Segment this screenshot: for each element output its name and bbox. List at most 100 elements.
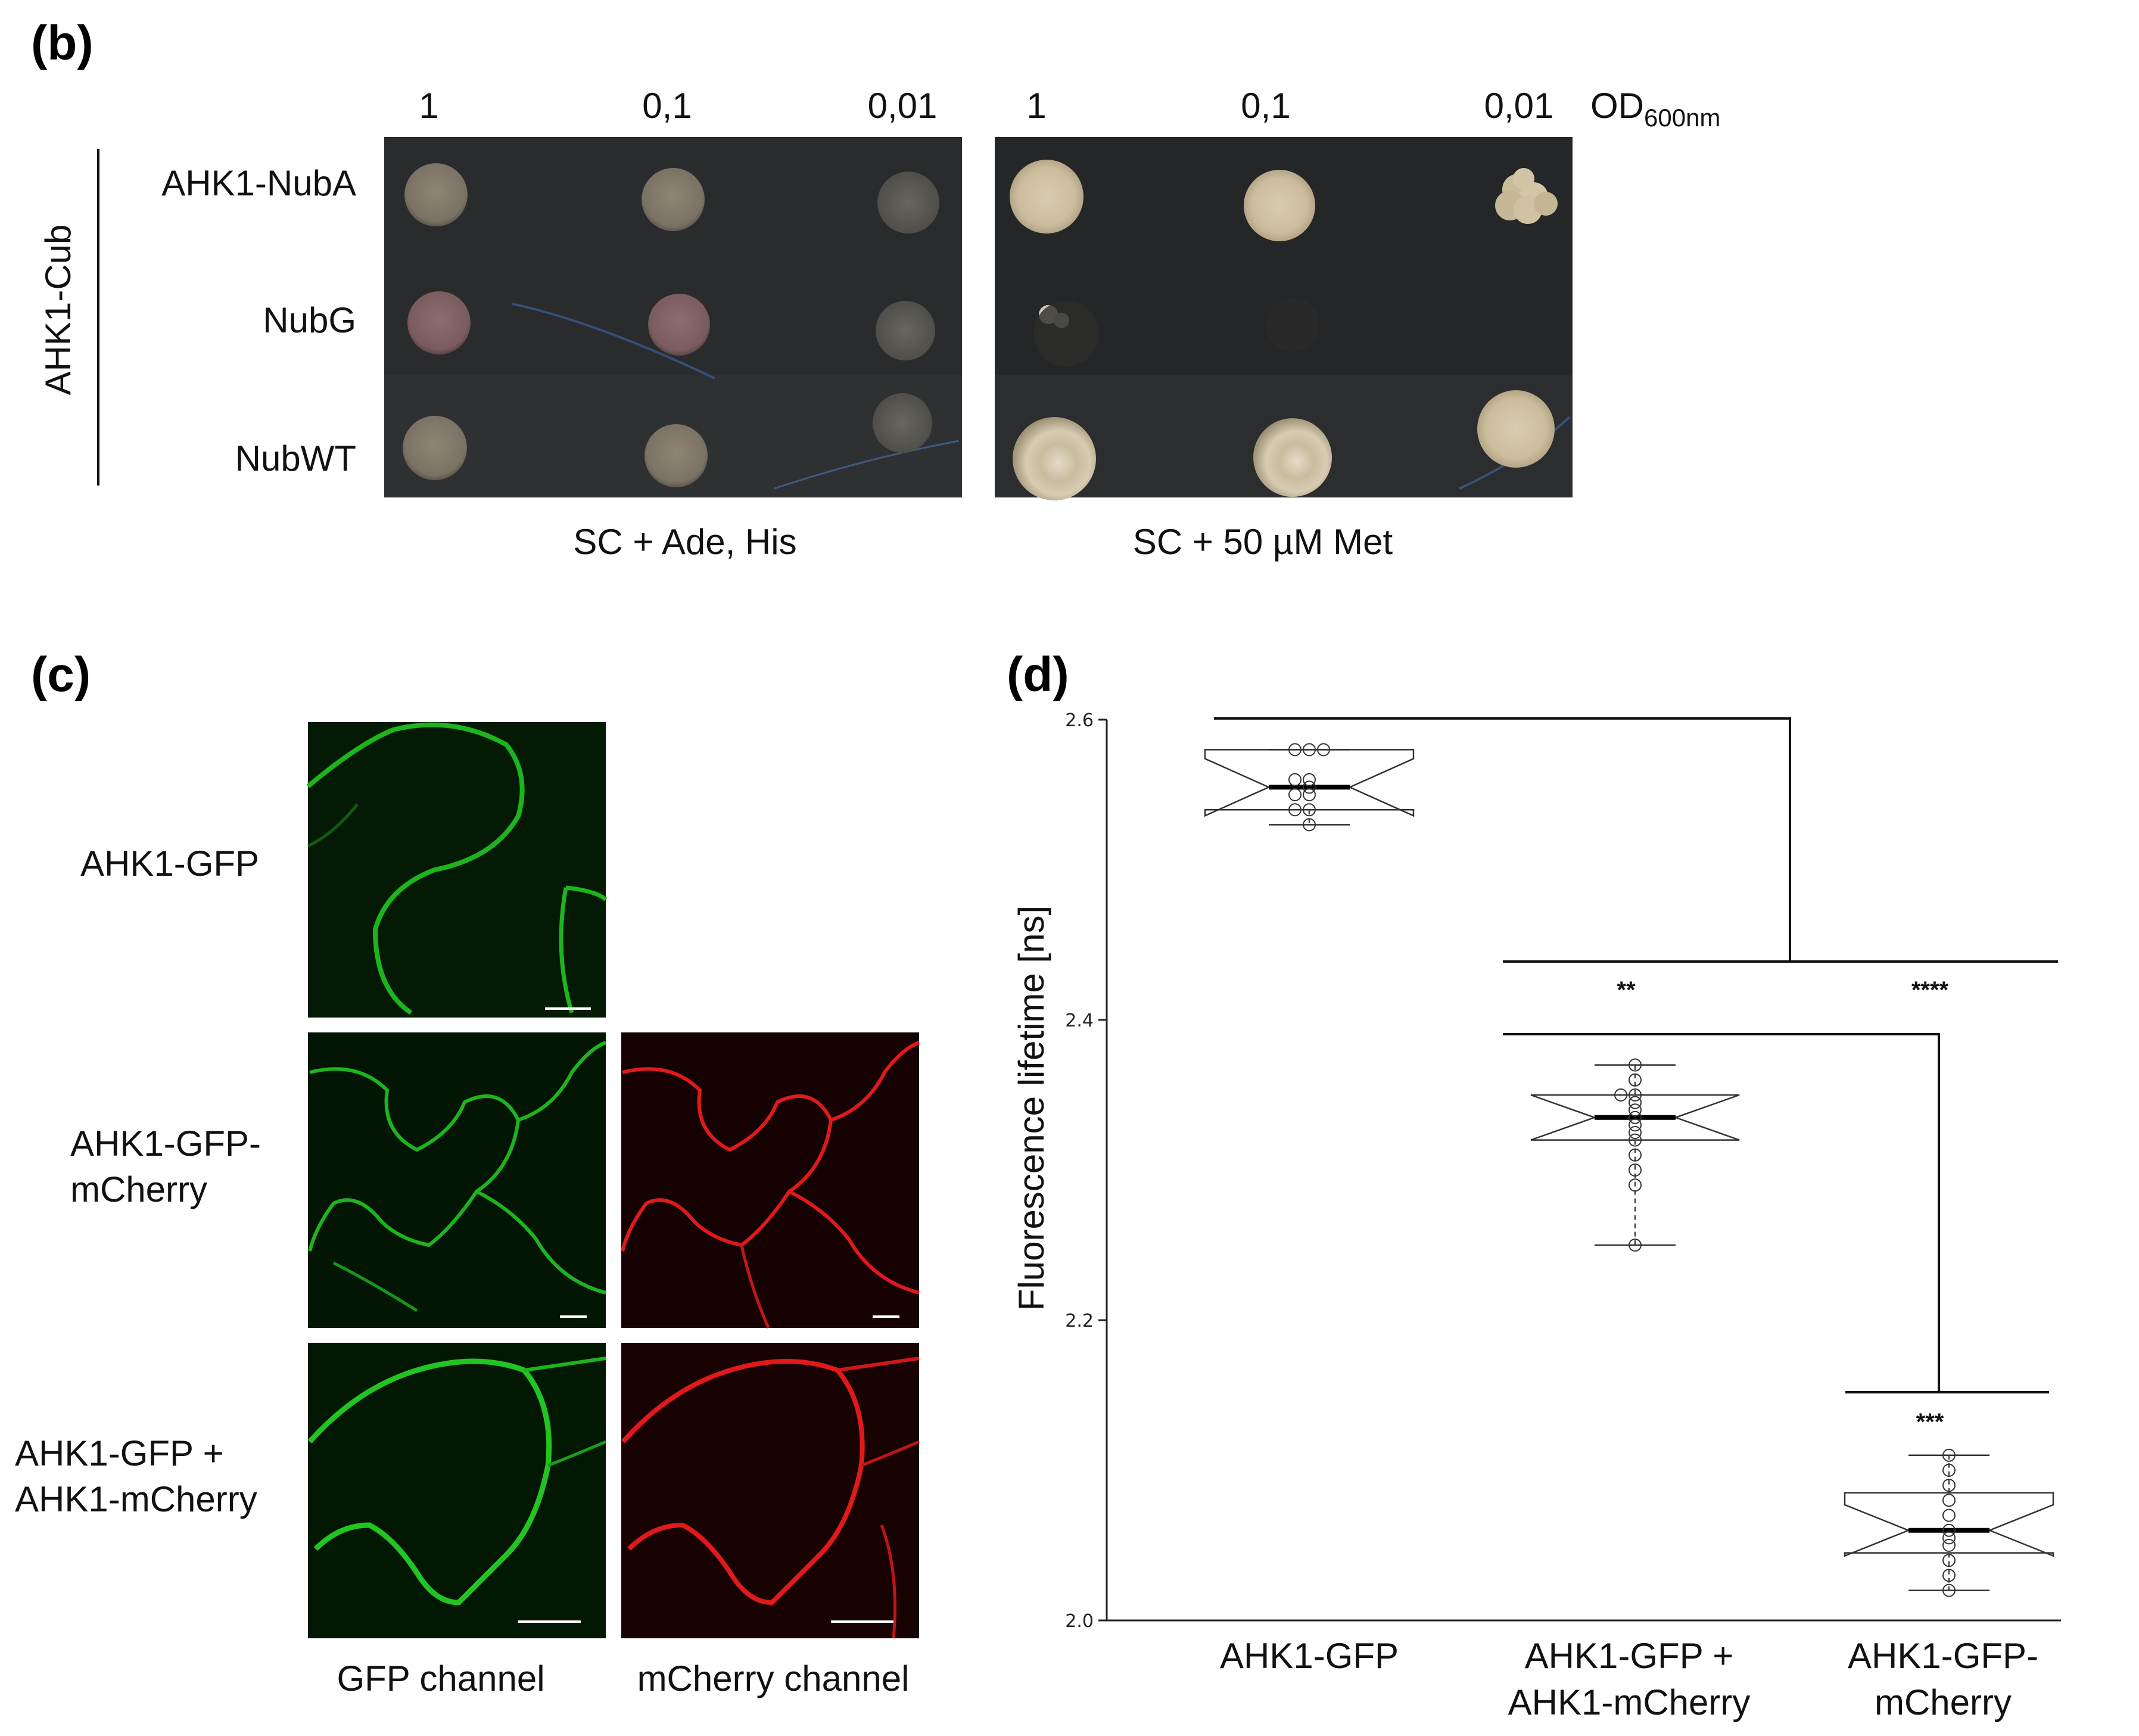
- dilution-label-01-left: 0,1: [642, 86, 692, 126]
- data-point: [1942, 1554, 1956, 1567]
- gfp-membrane-1: [306, 722, 525, 1015]
- data-point: [1629, 1103, 1642, 1117]
- data-point: [1942, 1479, 1956, 1492]
- row-label-gfp-mcherry-line1: AHK1-GFP-: [70, 1124, 261, 1163]
- data-point: [1942, 1508, 1956, 1522]
- colony-nuba-1: [404, 163, 468, 226]
- data-point: [1942, 1448, 1956, 1462]
- micrograph-gfp-mcherry-gfp: [308, 1032, 607, 1328]
- data-point: [1629, 1163, 1642, 1177]
- data-point: [1942, 1539, 1956, 1552]
- data-point: [1629, 1239, 1642, 1252]
- colony-nubg-01: [648, 294, 710, 356]
- column-label-gfp: GFP channel: [337, 1659, 544, 1698]
- data-point: [1629, 1178, 1642, 1192]
- row-label-nubwt: NubWT: [235, 438, 356, 478]
- row-label-coexpression-line2: AHK1-mCherry: [15, 1479, 257, 1519]
- colony-met-nubwt-01: [1253, 418, 1332, 497]
- data-point: [1629, 1110, 1642, 1124]
- data-point: [1614, 1088, 1627, 1102]
- data-point: [1303, 780, 1316, 794]
- data-point: [1303, 743, 1316, 757]
- data-point: [1288, 743, 1302, 757]
- panel-d: (d) Fluorescence lifetime [ns] 2.0 2.2 2.4…: [1007, 648, 2061, 1722]
- mcherry-membrane-2: [621, 1067, 833, 1252]
- category-label-2: AHK1-GFP +: [1525, 1636, 1734, 1676]
- category-label-1: AHK1-GFP: [1220, 1636, 1399, 1676]
- dilution-label-001-right: 0,01: [1484, 86, 1554, 126]
- colony-nubwt-1: [403, 416, 467, 480]
- data-point: [1629, 1088, 1642, 1102]
- y-tick-label: 2.4: [1065, 1010, 1094, 1031]
- data-point: [1288, 788, 1302, 801]
- column-label-mcherry: mCherry channel: [637, 1659, 910, 1698]
- category-label-2: AHK1-mCherry: [1508, 1682, 1751, 1722]
- colony-met-nubwt-1: [1013, 417, 1096, 500]
- data-point: [1942, 1464, 1956, 1477]
- data-point: [1629, 1118, 1642, 1132]
- data-point: [1629, 1096, 1642, 1109]
- medium-label-left: SC + Ade, His: [573, 522, 796, 562]
- data-point: [1942, 1494, 1956, 1507]
- dilution-label-1-right: 1: [1026, 86, 1046, 126]
- category-label-3: AHK1-GFP-: [1848, 1636, 2038, 1676]
- data-point: [1629, 1133, 1642, 1147]
- colony-met-nubwt-001: [1477, 390, 1555, 468]
- y-tick-label: 2.6: [1065, 710, 1094, 731]
- colony-nubwt-01: [644, 424, 708, 487]
- plate-left: [384, 137, 962, 497]
- colony-nubg-1: [407, 291, 471, 354]
- dilution-label-1-left: 1: [419, 86, 438, 126]
- y-tick-label: 2.0: [1065, 1611, 1094, 1632]
- panel-b-letter: (b): [31, 16, 94, 70]
- data-point: [1303, 818, 1316, 832]
- y-axis-label: Fluorescence lifetime [ns]: [1011, 906, 1051, 1311]
- row-label-nuba: AHK1-NubA: [161, 163, 356, 203]
- data-point: [1942, 1531, 1956, 1545]
- data-point: [1317, 743, 1330, 757]
- panel-c: (c) AHK1-GFP AHK1-GFP- mCherry AHK1-GFP …: [15, 648, 920, 1698]
- row-label-coexpression-line1: AHK1-GFP +: [15, 1433, 224, 1473]
- box-1: [1204, 749, 1415, 817]
- significance-bracket-low: [1503, 1033, 1940, 1392]
- plate-glare: [512, 303, 715, 379]
- colony-met-nuba-01: [1244, 170, 1315, 241]
- colony-met-nuba-001: [1495, 168, 1558, 224]
- category-label-3: mCherry: [1875, 1682, 2012, 1722]
- colony-met-nuba-1: [1010, 160, 1083, 234]
- data-point: [1303, 773, 1316, 786]
- data-point: [1288, 773, 1302, 786]
- dilution-label-01-right: 0,1: [1241, 86, 1290, 126]
- od-label: OD600nm: [1590, 86, 1720, 132]
- panel-c-letter: (c): [31, 648, 91, 702]
- colony-nuba-001: [877, 172, 939, 234]
- plate-right: [995, 137, 1573, 500]
- mcherry-membrane-3: [621, 1359, 865, 1606]
- panel-d-letter: (d): [1007, 648, 1069, 702]
- cub-side-label: AHK1-Cub: [38, 225, 78, 396]
- colony-nubg-001: [876, 301, 935, 360]
- panel-b: (b) 1 0,1 0,01 1 0,1 0,01 OD600nm AHK1-C…: [31, 16, 1720, 562]
- significance-stars-3: ***: [1916, 1409, 1944, 1435]
- dilution-label-001-left: 0,01: [868, 86, 938, 126]
- data-point: [1629, 1058, 1642, 1072]
- data-point: [1942, 1523, 1956, 1537]
- y-tick-label: 2.2: [1065, 1311, 1094, 1331]
- colony-nubwt-001: [873, 393, 932, 453]
- micrograph-gfp-mcherry-mcherry: [621, 1032, 920, 1329]
- data-point: [1629, 1073, 1642, 1087]
- colony-nuba-01: [642, 168, 705, 231]
- significance-stars-2: ****: [1911, 977, 1949, 1003]
- data-point: [1942, 1583, 1956, 1597]
- significance-bracket-top: [1214, 717, 1791, 962]
- gfp-membrane-2: [308, 1067, 521, 1252]
- data-point: [1303, 788, 1316, 801]
- row-label-nubg: NubG: [263, 300, 356, 340]
- medium-label-right: SC + 50 µM Met: [1133, 522, 1393, 562]
- row-label-gfp-mcherry-line2: mCherry: [70, 1169, 207, 1209]
- data-point: [1288, 803, 1302, 817]
- micrograph-coexpression-mcherry: [621, 1343, 920, 1639]
- box-3: [1844, 1492, 2054, 1557]
- data-point: [1629, 1148, 1642, 1162]
